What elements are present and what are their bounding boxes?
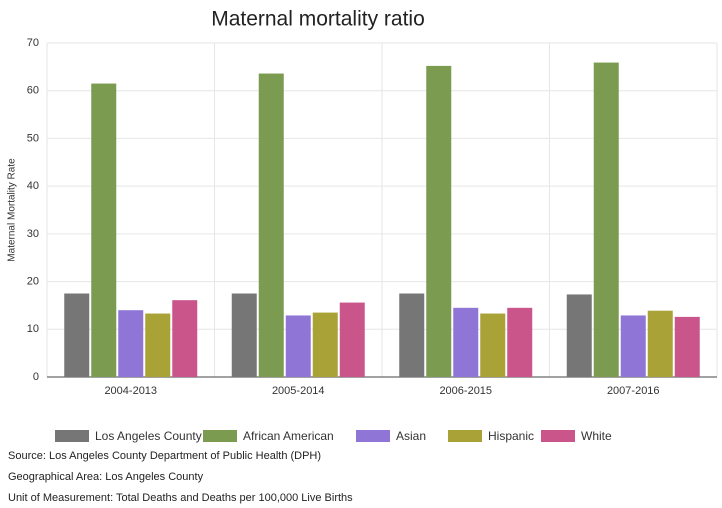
y-tick-label: 60 xyxy=(27,85,39,97)
chart-title: Maternal mortality ratio xyxy=(211,8,425,31)
bar xyxy=(426,65,452,377)
y-tick-label: 10 xyxy=(27,323,39,335)
bar xyxy=(453,307,479,377)
y-tick-label: 70 xyxy=(27,37,39,49)
bar xyxy=(339,302,365,377)
bar xyxy=(620,315,646,377)
bar xyxy=(674,316,700,377)
y-tick-label: 0 xyxy=(33,371,39,383)
bar xyxy=(647,310,673,377)
y-tick-label: 50 xyxy=(27,132,39,144)
y-tick-label: 30 xyxy=(27,228,39,240)
bar xyxy=(118,310,144,377)
y-tick-label: 20 xyxy=(27,275,39,287)
x-tick-label: 2005-2014 xyxy=(272,385,325,397)
bar xyxy=(480,313,506,377)
bar xyxy=(285,315,311,377)
x-tick-label: 2007-2016 xyxy=(607,385,660,397)
bar xyxy=(258,73,284,377)
bar xyxy=(145,313,171,377)
legend-swatch xyxy=(448,430,482,442)
bar xyxy=(91,83,117,378)
legend-text: Los Angeles County xyxy=(95,429,202,443)
legend-swatch xyxy=(356,430,390,442)
bar xyxy=(172,300,198,377)
legend-text: White xyxy=(581,429,612,443)
bar xyxy=(507,307,533,377)
y-tick-label: 40 xyxy=(27,180,39,192)
bar xyxy=(566,294,592,377)
legend-text: African American xyxy=(243,429,334,443)
x-tick-label: 2004-2013 xyxy=(104,385,157,397)
bar xyxy=(399,293,425,377)
bar xyxy=(312,312,338,377)
note: Source: Los Angeles County Department of… xyxy=(8,450,321,462)
note: Geographical Area: Los Angeles County xyxy=(8,471,204,483)
bar xyxy=(593,62,619,377)
legend-swatch xyxy=(203,430,237,442)
legend-swatch xyxy=(55,430,89,442)
y-axis-label: Maternal Mortality Rate xyxy=(7,158,18,262)
legend-text: Asian xyxy=(396,429,426,443)
bar xyxy=(64,293,90,377)
note: Unit of Measurement: Total Deaths and De… xyxy=(8,492,353,504)
x-tick-label: 2006-2015 xyxy=(439,385,492,397)
legend-text: Hispanic xyxy=(488,429,534,443)
legend-swatch xyxy=(541,430,575,442)
bar xyxy=(231,293,257,377)
